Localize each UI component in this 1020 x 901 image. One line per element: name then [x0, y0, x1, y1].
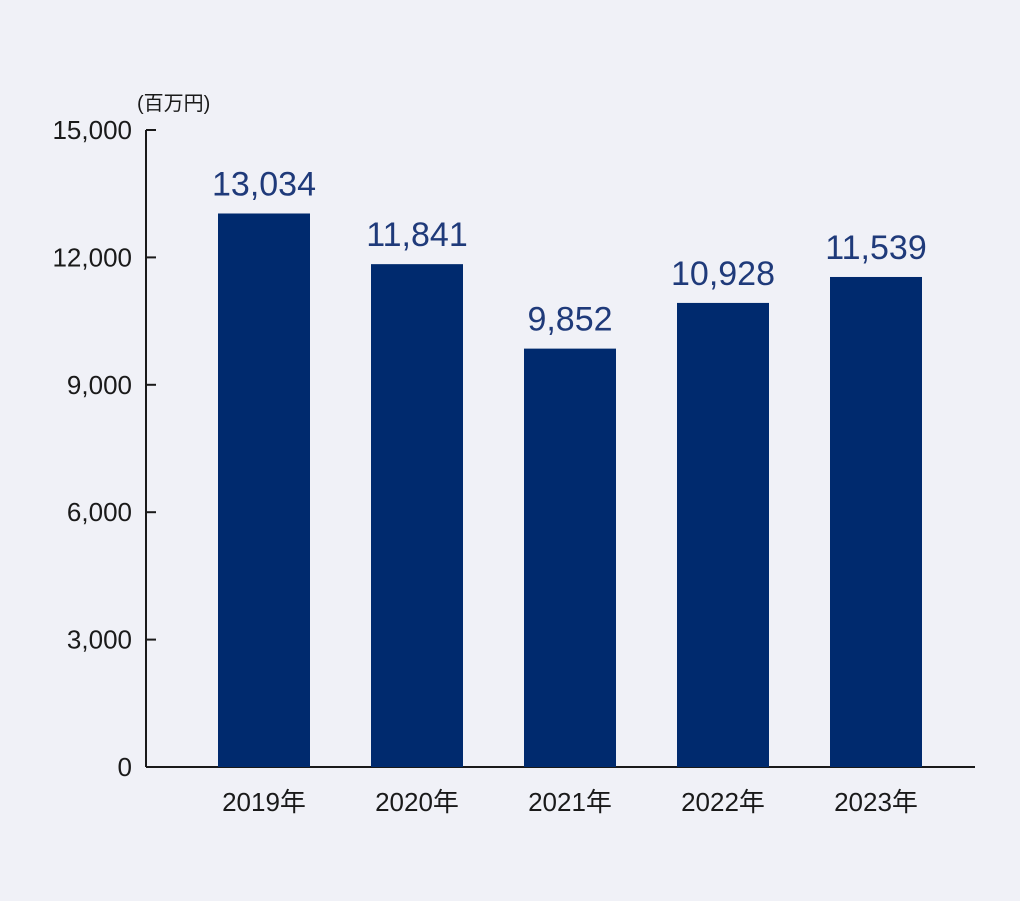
bar — [677, 302, 769, 767]
x-category-label: 2023年 — [834, 787, 918, 817]
y-tick-label: 15,000 — [52, 115, 132, 145]
labels: 0 3,000 6,000 9,000 12,000 15,000 13,034 2019年 1… — [52, 115, 926, 817]
bar-value-label: 11,841 — [366, 216, 467, 254]
y-tick-label: 0 — [118, 752, 132, 782]
bars — [218, 213, 922, 767]
bar-value-label: 11,539 — [825, 229, 926, 267]
x-category-label: 2020年 — [375, 787, 459, 817]
y-tick-label: 6,000 — [67, 497, 132, 527]
y-axis-unit-label: (百万円) — [137, 93, 210, 115]
y-tick-label: 12,000 — [52, 242, 132, 272]
y-tick-label: 3,000 — [67, 625, 132, 655]
y-tick-label: 9,000 — [67, 370, 132, 400]
bar — [218, 213, 310, 767]
x-category-label: 2019年 — [222, 787, 306, 817]
bar-value-label: 9,852 — [527, 301, 612, 339]
bar-value-label: 13,034 — [212, 165, 316, 203]
bar — [371, 264, 463, 767]
bar — [524, 348, 616, 767]
x-category-label: 2022年 — [681, 787, 765, 817]
x-category-label: 2021年 — [528, 787, 612, 817]
bar — [830, 276, 922, 767]
bar-value-label: 10,928 — [671, 255, 775, 293]
